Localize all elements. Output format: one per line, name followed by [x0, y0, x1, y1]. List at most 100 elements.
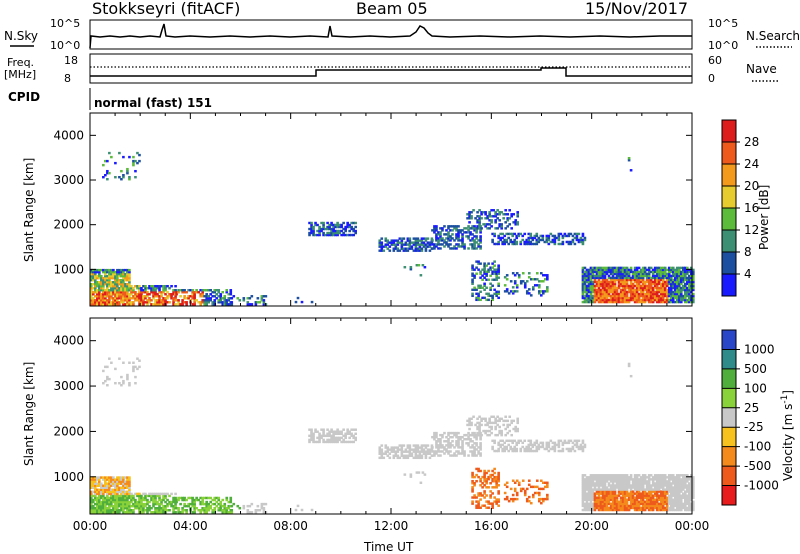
- velocity-cell: [384, 452, 388, 455]
- power-cell: [437, 239, 440, 242]
- power-cell: [525, 242, 529, 246]
- power-cell: [124, 285, 127, 288]
- power-cell: [661, 274, 665, 278]
- power-cell: [138, 287, 141, 290]
- velocity-cell: [140, 498, 143, 502]
- power-cell: [96, 274, 99, 278]
- velocity-cell: [468, 427, 471, 431]
- velocity-cell: [152, 494, 155, 498]
- power-cell: [404, 241, 408, 244]
- power-cell: [336, 221, 339, 225]
- power-cell: [94, 280, 97, 284]
- power-cell: [104, 301, 107, 304]
- velocity-cell: [98, 478, 101, 481]
- velocity-cell: [589, 492, 593, 495]
- power-cell: [621, 294, 625, 298]
- power-cell: [408, 239, 412, 242]
- power-cell: [478, 221, 481, 224]
- velocity-cell: [508, 429, 511, 433]
- velocity-cell: [122, 480, 125, 483]
- velocity-cell: [661, 496, 665, 499]
- power-cell: [637, 294, 641, 298]
- velocity-cell: [110, 484, 113, 487]
- power-cell: [559, 242, 563, 246]
- velocity-cell: [617, 480, 621, 483]
- velocity-cell: [193, 506, 196, 510]
- power-cell: [635, 286, 639, 290]
- power-cell: [92, 293, 95, 296]
- velocity-cell: [635, 494, 639, 497]
- power-cell: [396, 241, 400, 244]
- velocity-cell: [433, 450, 436, 453]
- velocity-cell: [509, 439, 512, 443]
- velocity-cell: [605, 508, 609, 512]
- velocity-cell: [138, 509, 141, 512]
- power-cell: [661, 276, 665, 280]
- velocity-cell: [641, 490, 645, 493]
- power-cell: [615, 290, 619, 294]
- velocity-cell: [152, 498, 155, 502]
- velocity-cell: [627, 476, 631, 479]
- power-cell: [679, 298, 683, 302]
- power-cell: [531, 286, 535, 289]
- velocity-cell: [627, 364, 631, 368]
- velocity-cell: [493, 475, 496, 479]
- power-cell: [130, 285, 133, 288]
- power-cell: [643, 282, 647, 286]
- power-cell: [629, 282, 633, 286]
- velocity-cell: [547, 449, 551, 453]
- velocity-cell: [663, 476, 667, 479]
- power-cell: [484, 217, 487, 220]
- velocity-cell: [447, 440, 450, 443]
- velocity-cell: [591, 496, 595, 499]
- velocity-cell: [435, 431, 438, 435]
- velocity-cell: [142, 504, 145, 508]
- power-cell: [544, 290, 547, 293]
- velocity-cell: [679, 504, 683, 508]
- velocity-cell: [408, 444, 412, 447]
- velocity-cell: [551, 445, 555, 449]
- power-cell: [328, 233, 331, 237]
- power-cell: [515, 234, 519, 238]
- velocity-cell: [683, 490, 687, 493]
- power-cell: [418, 247, 422, 250]
- velocity-cell: [597, 492, 601, 495]
- velocity-cell: [587, 502, 591, 506]
- velocity-cell: [104, 476, 107, 479]
- velocity-cell: [318, 436, 321, 440]
- velocity-cell: [128, 488, 131, 492]
- velocity-cell: [523, 447, 527, 451]
- power-cell: [126, 289, 129, 292]
- power-cell: [424, 237, 428, 240]
- power-cell: [625, 280, 629, 284]
- velocity-cell: [597, 488, 601, 491]
- velocity-cell: [455, 431, 458, 435]
- nave-trace: [90, 67, 692, 77]
- power-cell: [164, 299, 167, 302]
- power-cell: [495, 272, 498, 275]
- velocity-cell: [675, 480, 679, 483]
- velocity-cell: [461, 444, 464, 447]
- power-cell: [619, 272, 623, 276]
- power-cell: [633, 300, 637, 304]
- velocity-cell: [595, 488, 599, 491]
- power-cell: [537, 286, 541, 289]
- power-cell: [122, 289, 125, 292]
- power-cell: [312, 229, 315, 233]
- power-cell: [390, 241, 394, 244]
- velocity-cell: [493, 477, 496, 481]
- velocity-cell: [118, 381, 121, 385]
- power-cell: [623, 288, 627, 292]
- velocity-cell: [193, 498, 196, 502]
- velocity-cell: [513, 487, 517, 491]
- velocity-cell: [120, 375, 123, 379]
- power-cell: [496, 217, 499, 220]
- power-cell: [478, 209, 481, 212]
- velocity-cell: [591, 488, 595, 491]
- power-cell: [158, 295, 161, 298]
- power-cell: [625, 276, 629, 280]
- velocity-cell: [120, 486, 123, 489]
- power-cell: [665, 282, 669, 286]
- velocity-cell: [529, 501, 533, 505]
- velocity-cell: [635, 474, 639, 477]
